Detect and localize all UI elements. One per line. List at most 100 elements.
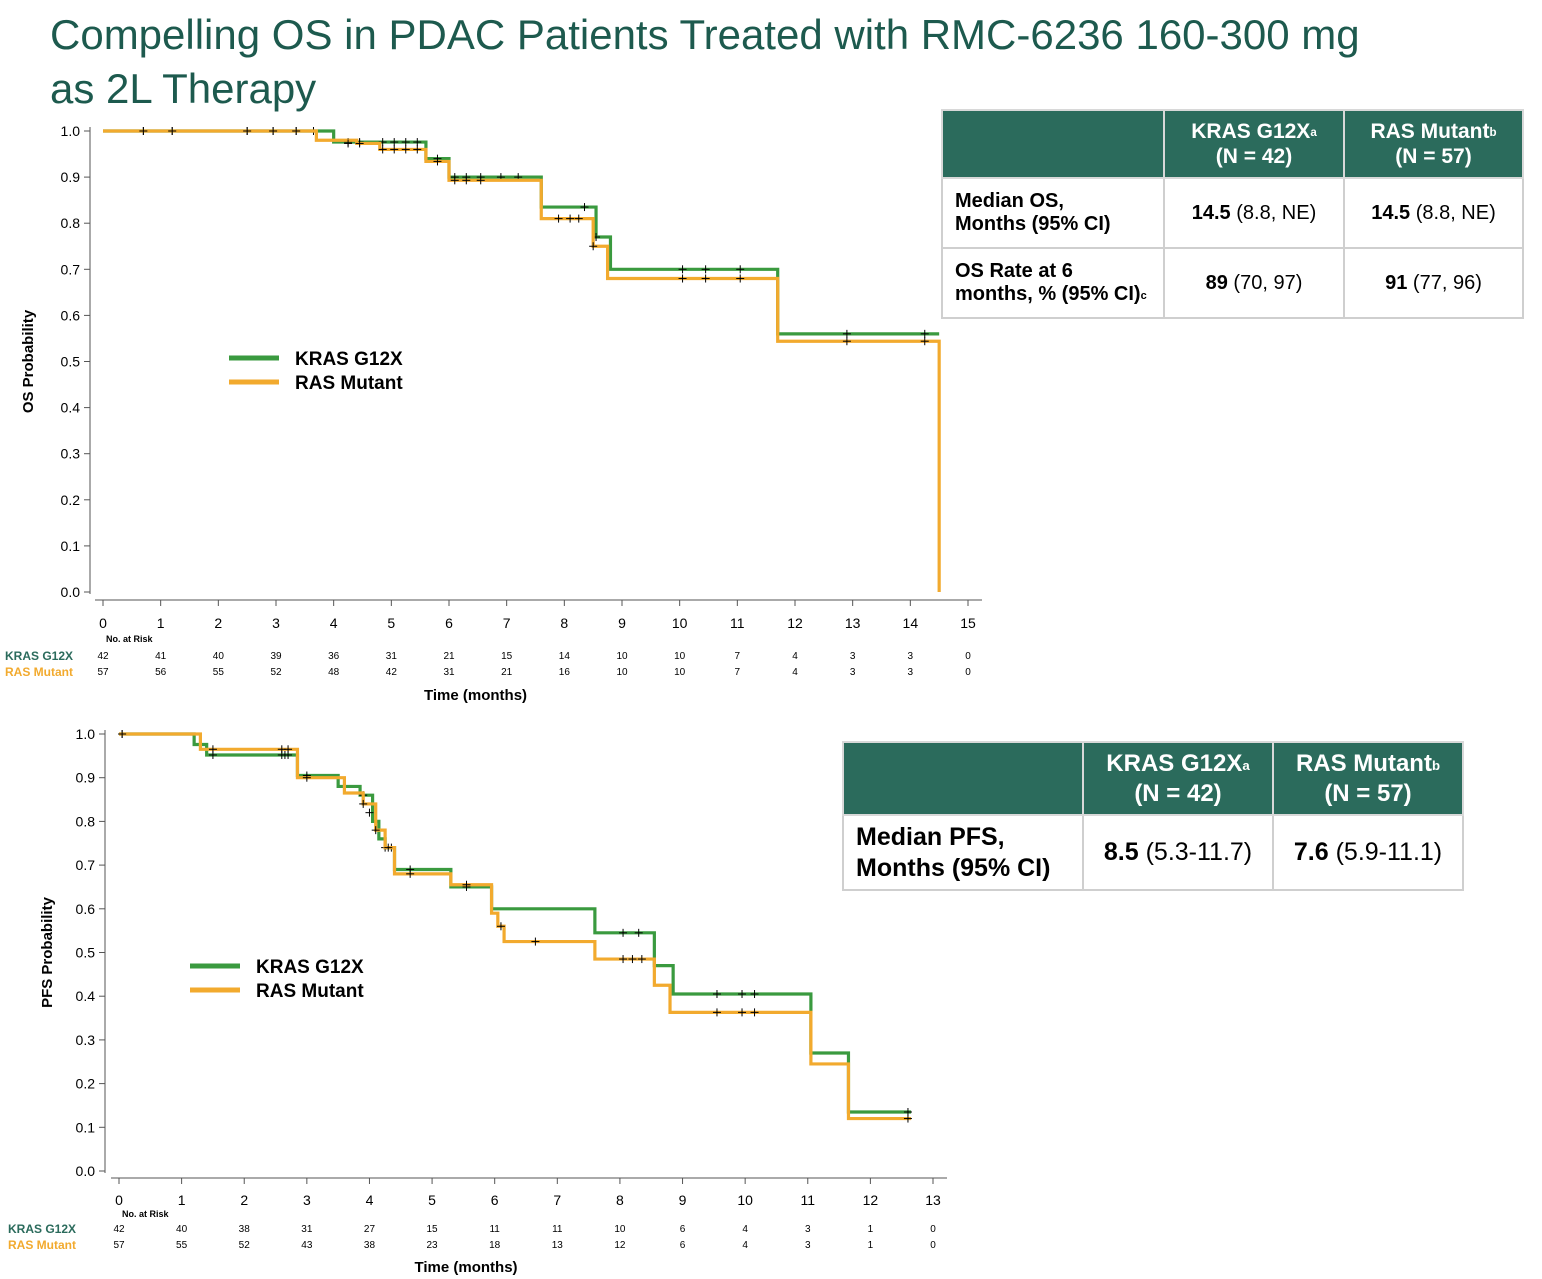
pfs-x-tick-label: 13 <box>925 1192 941 1208</box>
os-km-chart: 0.00.10.20.30.40.50.60.70.80.91.00 1 2 3 4 5 6… <box>5 123 982 704</box>
pfs-censor-mark-ras <box>750 1008 759 1017</box>
pfs-censor-mark-ras <box>384 843 393 852</box>
pfs-risk-count-ras: 13 <box>552 1240 564 1251</box>
os-censor-mark-ras <box>554 214 563 223</box>
pfs-col-ras: RAS Mutantb (N = 57) <box>1272 741 1464 816</box>
os-risk-count-ras: 0 <box>965 667 971 678</box>
os-censor-mark-ras <box>589 242 598 251</box>
pfs-risk-count-kras: 11 <box>489 1224 500 1235</box>
os-censor-mark-ras <box>243 127 252 135</box>
pfs-median-kras: 8.5 (5.3-11.7) <box>1082 814 1274 891</box>
pfs-censor-mark-ras <box>903 1114 912 1123</box>
pfs-x-tick-label: 3 <box>303 1192 311 1208</box>
os-censor-mark-ras <box>476 176 485 185</box>
os-col-kras: KRAS G12Xa (N = 42) <box>1163 109 1345 179</box>
pfs-y-tick-label: 0.0 <box>76 1163 96 1179</box>
os-censor-mark-ras <box>566 214 575 223</box>
os-y-tick-label: 0.3 <box>61 446 81 462</box>
pfs-risk-count-kras: 15 <box>427 1224 439 1235</box>
os-censor-mark-ras <box>378 145 387 154</box>
os-censor-mark-kras <box>920 329 929 338</box>
os-risk-count-ras: 10 <box>616 667 628 678</box>
pfs-risk-count-ras: 18 <box>489 1240 501 1251</box>
pfs-risk-count-kras: 4 <box>742 1224 748 1235</box>
pfs-risk-count-kras: 1 <box>868 1224 874 1235</box>
os-x-tick-label: 8 <box>560 615 568 631</box>
pfs-risk-count-ras: 1 <box>868 1240 874 1251</box>
os-row-median-label: Median OS, Months (95% CI) <box>941 177 1165 249</box>
os-risk-count-kras: 36 <box>328 651 340 662</box>
pfs-table-corner <box>842 741 1084 816</box>
pfs-row-median-label: Median PFS, Months (95% CI) <box>842 814 1084 891</box>
pfs-risk-count-kras: 40 <box>176 1224 188 1235</box>
os-risk-row-label-kras: KRAS G12X <box>5 649 73 663</box>
pfs-x-tick-label: 10 <box>737 1192 753 1208</box>
pfs-x-tick-label: 2 <box>240 1192 248 1208</box>
pfs-risk-count-kras: 3 <box>805 1224 811 1235</box>
os-censor-mark-ras <box>678 274 687 283</box>
pfs-risk-count-ras: 23 <box>427 1240 439 1251</box>
os-risk-count-kras: 0 <box>965 651 971 662</box>
pfs-curve-kras <box>119 732 912 1114</box>
os-risk-count-kras: 39 <box>270 651 282 662</box>
os-legend-label-kras: KRAS G12X <box>295 349 403 370</box>
pfs-risk-count-kras: 0 <box>930 1224 936 1235</box>
pfs-censor-mark-ras <box>365 808 374 817</box>
pfs-censor-mark-ras <box>359 799 368 808</box>
pfs-censor-mark-ras <box>628 955 637 964</box>
pfs-censor-mark-ras <box>371 826 380 835</box>
pfs-y-tick-label: 0.8 <box>76 813 96 829</box>
os-risk-count-kras: 10 <box>616 651 628 662</box>
pfs-x-axis-label: Time (months) <box>414 1259 517 1276</box>
os-risk-count-ras: 4 <box>792 667 798 678</box>
pfs-x-tick-label: 6 <box>491 1192 499 1208</box>
pfs-y-tick-label: 0.9 <box>76 770 96 786</box>
os-censor-mark-ras <box>920 337 929 346</box>
pfs-x-tick-label: 9 <box>679 1192 687 1208</box>
os-y-tick-label: 0.4 <box>61 400 81 416</box>
pfs-censor-mark-ras <box>531 937 540 946</box>
os-risk-row-label-ras: RAS Mutant <box>5 665 73 679</box>
pfs-curve-ras <box>119 732 912 1121</box>
os-risk-count-kras: 14 <box>559 651 571 662</box>
pfs-risk-title: No. at Risk <box>122 1209 170 1219</box>
pfs-y-tick-label: 0.2 <box>76 1076 96 1092</box>
os-censor-mark-ras <box>168 127 177 135</box>
os-median-kras: 14.5 (8.8, NE) <box>1163 177 1345 249</box>
pfs-y-tick-label: 0.6 <box>76 901 96 917</box>
os-risk-count-ras: 21 <box>501 667 513 678</box>
os-censor-mark-ras <box>433 157 442 166</box>
pfs-risk-count-kras: 11 <box>552 1224 563 1235</box>
os-risk-count-kras: 21 <box>443 651 455 662</box>
pfs-x-tick-label: 4 <box>366 1192 374 1208</box>
os-col-ras: RAS Mutantb (N = 57) <box>1343 109 1524 179</box>
title-line-2: as 2L Therapy <box>50 65 317 112</box>
pfs-median-ras: 7.6 (5.9-11.1) <box>1272 814 1464 891</box>
pfs-risk-row-label-ras: RAS Mutant <box>8 1238 76 1252</box>
os-risk-count-ras: 42 <box>386 667 398 678</box>
pfs-row-median: Median PFS, Months (95% CI) 8.5 (5.3-11.7… <box>842 814 1464 891</box>
pfs-risk-count-ras: 12 <box>614 1240 626 1251</box>
os-risk-count-kras: 42 <box>97 651 109 662</box>
pfs-risk-count-ras: 6 <box>680 1240 686 1251</box>
os-censor-mark-kras <box>390 138 399 147</box>
os-censor-mark-ras <box>574 214 583 223</box>
pfs-risk-count-kras: 10 <box>614 1224 626 1235</box>
pfs-table-header: KRAS G12Xa (N = 42) RAS Mutantb (N = 57) <box>842 741 1464 816</box>
pfs-risk-count-ras: 57 <box>113 1240 125 1251</box>
pfs-censor-mark-ras <box>712 1008 721 1017</box>
os-x-tick-label: 3 <box>272 615 280 631</box>
os-risk-count-ras: 48 <box>328 667 340 678</box>
os-risk-count-ras: 57 <box>97 667 109 678</box>
os-rate-kras: 89 (70, 97) <box>1163 247 1345 319</box>
os-row-median: Median OS, Months (95% CI) 14.5 (8.8, NE)… <box>941 177 1524 249</box>
os-censor-mark-ras <box>344 139 353 148</box>
os-risk-count-kras: 40 <box>213 651 225 662</box>
os-censor-mark-ras <box>390 145 399 154</box>
os-y-tick-label: 0.0 <box>61 584 81 600</box>
pfs-x-tick-label: 7 <box>553 1192 561 1208</box>
os-censor-mark-kras <box>701 265 710 274</box>
pfs-risk-count-ras: 0 <box>930 1240 936 1251</box>
os-table-header: KRAS G12Xa (N = 42) RAS Mutantb (N = 57) <box>941 109 1524 179</box>
pfs-risk-count-kras: 38 <box>239 1224 251 1235</box>
